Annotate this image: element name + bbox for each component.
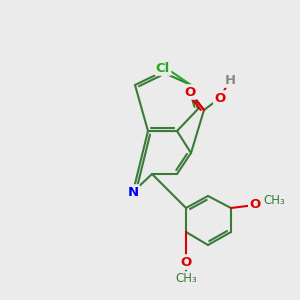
Text: O: O: [180, 256, 192, 268]
Text: N: N: [128, 185, 139, 199]
Text: CH₃: CH₃: [263, 194, 285, 206]
Text: O: O: [249, 199, 261, 212]
Text: O: O: [184, 85, 196, 98]
Text: Cl: Cl: [156, 61, 170, 74]
Text: O: O: [214, 92, 226, 104]
Text: H: H: [224, 74, 236, 86]
Text: CH₃: CH₃: [175, 272, 197, 286]
